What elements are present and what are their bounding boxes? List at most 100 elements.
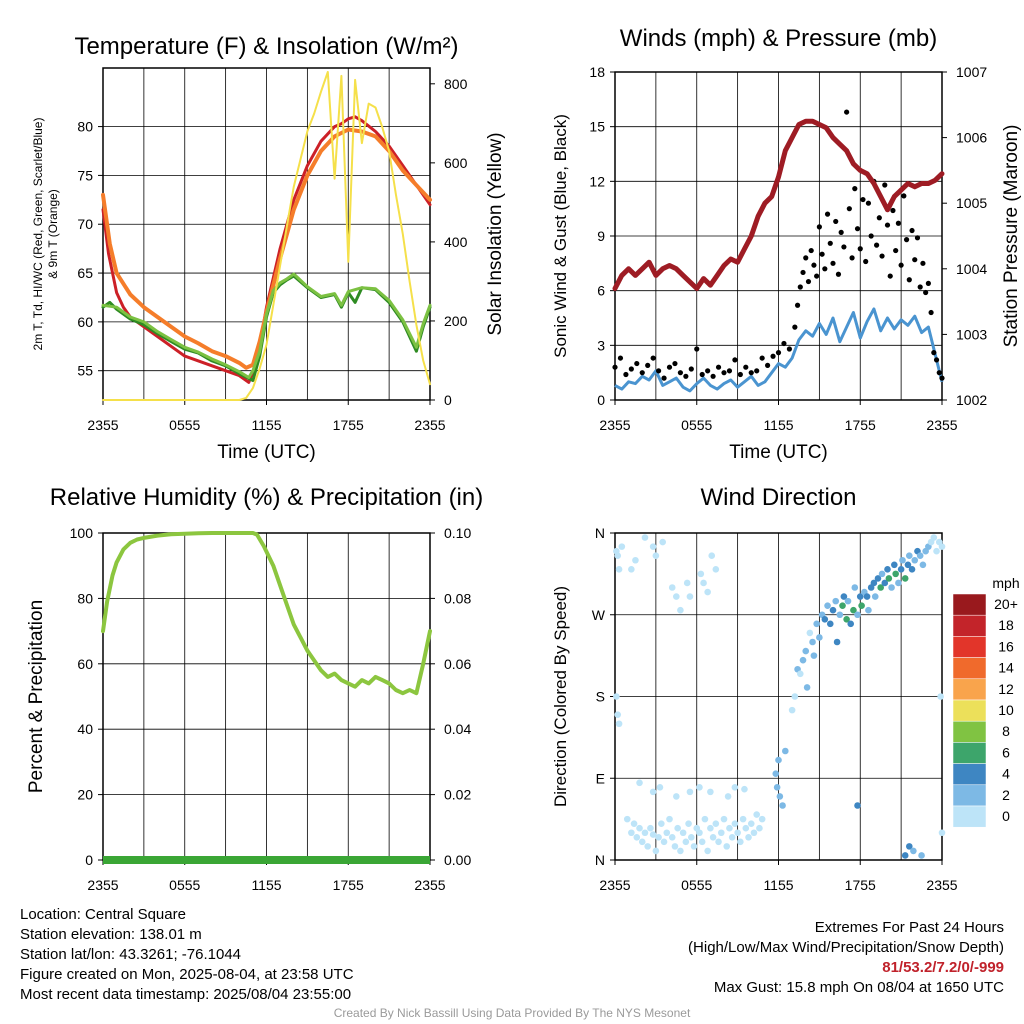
- gust-point: [854, 226, 861, 232]
- y-tick-label: 60: [77, 656, 93, 672]
- gust-point: [830, 260, 836, 266]
- gust-point: [835, 271, 842, 277]
- gust-point: [694, 346, 700, 352]
- direction-point: [871, 593, 879, 600]
- direction-point: [908, 566, 916, 573]
- direction-point: [712, 820, 720, 827]
- panel-4-title: Wind Direction: [700, 484, 856, 511]
- gust-point: [874, 242, 880, 248]
- gust-point: [743, 364, 749, 370]
- y2-tick-label: 0.00: [444, 852, 471, 868]
- y-tick-label: 9: [597, 228, 605, 244]
- gust-point: [846, 206, 852, 212]
- direction-point: [810, 652, 818, 659]
- direction-point: [632, 556, 639, 564]
- direction-point: [826, 620, 834, 628]
- gust-point: [868, 233, 874, 239]
- panel-1-xlabel: Time (UTC): [217, 442, 316, 463]
- gust-point: [639, 370, 645, 376]
- gust-point: [906, 277, 912, 283]
- pressure-line: [612, 118, 945, 291]
- direction-point: [884, 566, 891, 573]
- gust-point: [882, 182, 888, 188]
- x-tick-label: 1155: [763, 417, 793, 433]
- x-tick-label: 2355: [926, 417, 957, 433]
- direction-point: [901, 575, 909, 582]
- direction-point: [697, 570, 705, 578]
- gust-point: [710, 373, 716, 379]
- direction-point: [824, 602, 831, 609]
- legend-label: 2: [1002, 787, 1010, 803]
- direction-point: [731, 820, 739, 827]
- gust-point: [833, 218, 839, 225]
- gust-point: [781, 340, 787, 347]
- direction-point: [773, 784, 781, 791]
- direction-point: [821, 615, 829, 623]
- y2-tick-label: 0.10: [444, 525, 471, 541]
- gust-point: [912, 257, 918, 263]
- direction-point: [938, 543, 946, 550]
- direction-point: [633, 833, 641, 841]
- legend-swatch: [952, 805, 987, 828]
- y-tick-label: 80: [77, 590, 93, 606]
- direction-point: [897, 566, 905, 573]
- gust-point: [903, 237, 910, 243]
- direction-point: [901, 852, 909, 859]
- x-tick-label: 1755: [333, 417, 364, 433]
- legend-swatch: [952, 763, 987, 786]
- extremes-subtitle: (High/Low/Max Wind/Precipitation/Snow De…: [688, 939, 1004, 956]
- direction-point: [888, 584, 895, 591]
- direction-point: [638, 838, 646, 846]
- y2-tick-label: 0.06: [444, 656, 471, 672]
- direction-point: [704, 588, 711, 596]
- gust-point: [824, 211, 831, 217]
- direction-point: [753, 811, 760, 818]
- x-tick-label: 0555: [169, 877, 200, 893]
- direction-point: [630, 820, 638, 827]
- max-gust-text: Max Gust: 15.8 mph On 08/04 at 1650 UTC: [713, 979, 1004, 996]
- y2-tick-label: 1003: [956, 326, 987, 342]
- direction-point: [779, 802, 786, 809]
- gust-point: [860, 196, 866, 203]
- direction-point: [910, 847, 917, 855]
- direction-point: [865, 606, 872, 614]
- direction-point: [742, 824, 750, 832]
- y2-tick-label: 0.02: [444, 787, 471, 803]
- direction-point: [652, 847, 660, 855]
- direction-point: [690, 843, 698, 850]
- direction-point: [892, 570, 899, 578]
- y2-tick-label: 1002: [956, 392, 987, 408]
- y-tick-label: 0: [85, 852, 93, 868]
- y-tick-label: W: [592, 607, 606, 623]
- gust-point: [759, 355, 765, 361]
- gust-point: [715, 364, 722, 370]
- direction-point: [660, 838, 668, 846]
- direction-point: [843, 615, 850, 623]
- panel-1-ylabel-line1: 2m T, Td, HI/WC (Red, Green, Scarlet/Blu…: [31, 118, 45, 351]
- legend-label: 12: [998, 681, 1014, 697]
- gust-point: [857, 246, 863, 252]
- direction-point: [615, 720, 623, 728]
- direction-point: [772, 770, 780, 778]
- direction-point: [649, 831, 657, 838]
- panel-2-xlabel: Time (UTC): [729, 442, 828, 463]
- gust-point: [920, 260, 926, 266]
- x-tick-label: 1755: [845, 877, 876, 893]
- gust-point: [822, 266, 828, 272]
- direction-point: [938, 829, 946, 837]
- direction-point: [712, 566, 720, 573]
- gust-point: [827, 240, 833, 246]
- direction-point: [683, 579, 691, 587]
- panel-2-title: Winds (mph) & Pressure (mb): [620, 25, 937, 52]
- direction-point: [851, 584, 859, 591]
- gust-point: [721, 370, 727, 376]
- gust-point: [838, 229, 844, 235]
- direction-point: [911, 556, 919, 564]
- direction-point: [850, 606, 857, 614]
- gust-point: [683, 373, 689, 379]
- extremes-title: Extremes For Past 24 Hours: [814, 919, 1004, 936]
- gust-point: [672, 360, 678, 367]
- panel-3-ylabel: Percent & Precipitation: [26, 600, 47, 793]
- direction-point: [688, 833, 695, 841]
- direction-point: [791, 693, 799, 700]
